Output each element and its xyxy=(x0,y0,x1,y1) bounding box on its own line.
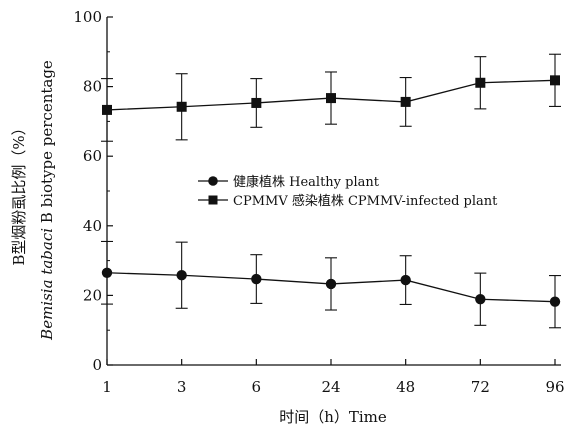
svg-text:Bemisia tabaci B biotype perce: Bemisia tabaci B biotype percentage xyxy=(38,60,56,341)
y-tick-label: 80 xyxy=(83,78,102,96)
x-tick-label: 96 xyxy=(545,378,564,396)
data-point xyxy=(475,77,486,88)
data-point xyxy=(326,93,336,104)
legend: 健康植株 Healthy plant CPMMV 感染植株 CPMMV-infe… xyxy=(198,174,498,209)
x-tick-label: 48 xyxy=(396,378,415,396)
legend-marker-infected xyxy=(208,195,218,205)
y-tick-label: 100 xyxy=(73,8,102,26)
data-point xyxy=(475,294,486,305)
y-axis-title-cn: B型烟粉虱比例（%） xyxy=(10,120,28,265)
x-tick-label: 72 xyxy=(471,378,490,396)
axes: 0 20 40 60 80 100 1 3 6 24 48 72 96 xyxy=(73,8,564,396)
y-tick-label: 60 xyxy=(83,147,102,165)
data-point xyxy=(101,267,113,278)
y-axis-title: B型烟粉虱比例（%） xyxy=(10,120,28,265)
data-point xyxy=(325,278,337,290)
legend-marker-healthy xyxy=(208,176,218,186)
y-tick-label: 40 xyxy=(83,217,102,235)
data-point xyxy=(176,101,187,112)
y-axis-title-rest: B biotype percentage xyxy=(38,60,56,228)
x-tick-label: 24 xyxy=(321,378,340,396)
data-point xyxy=(400,96,411,107)
data-point xyxy=(251,97,262,108)
legend-label-healthy: 健康植株 Healthy plant xyxy=(233,174,380,190)
data-point xyxy=(400,274,411,286)
y-axis-title-italic: Bemisia tabaci xyxy=(38,228,56,341)
legend-label-infected: CPMMV 感染植株 CPMMV-infected plant xyxy=(233,193,498,209)
chart-marks xyxy=(101,53,561,329)
y-tick-label: 0 xyxy=(92,356,102,374)
y-tick-label: 20 xyxy=(83,286,102,304)
x-tick-label: 1 xyxy=(102,378,112,396)
series-healthy xyxy=(101,240,561,329)
data-point xyxy=(176,270,187,281)
data-point xyxy=(251,273,262,285)
series-infected xyxy=(101,53,561,142)
y-axis-title-en: Bemisia tabaci B biotype percentage xyxy=(38,60,56,341)
data-point xyxy=(549,296,561,307)
data-point xyxy=(550,75,560,86)
x-axis-title: 时间（h）Time xyxy=(279,408,387,426)
x-tick-label: 6 xyxy=(252,378,262,396)
x-tick-label: 3 xyxy=(177,378,187,396)
data-point xyxy=(102,104,112,115)
